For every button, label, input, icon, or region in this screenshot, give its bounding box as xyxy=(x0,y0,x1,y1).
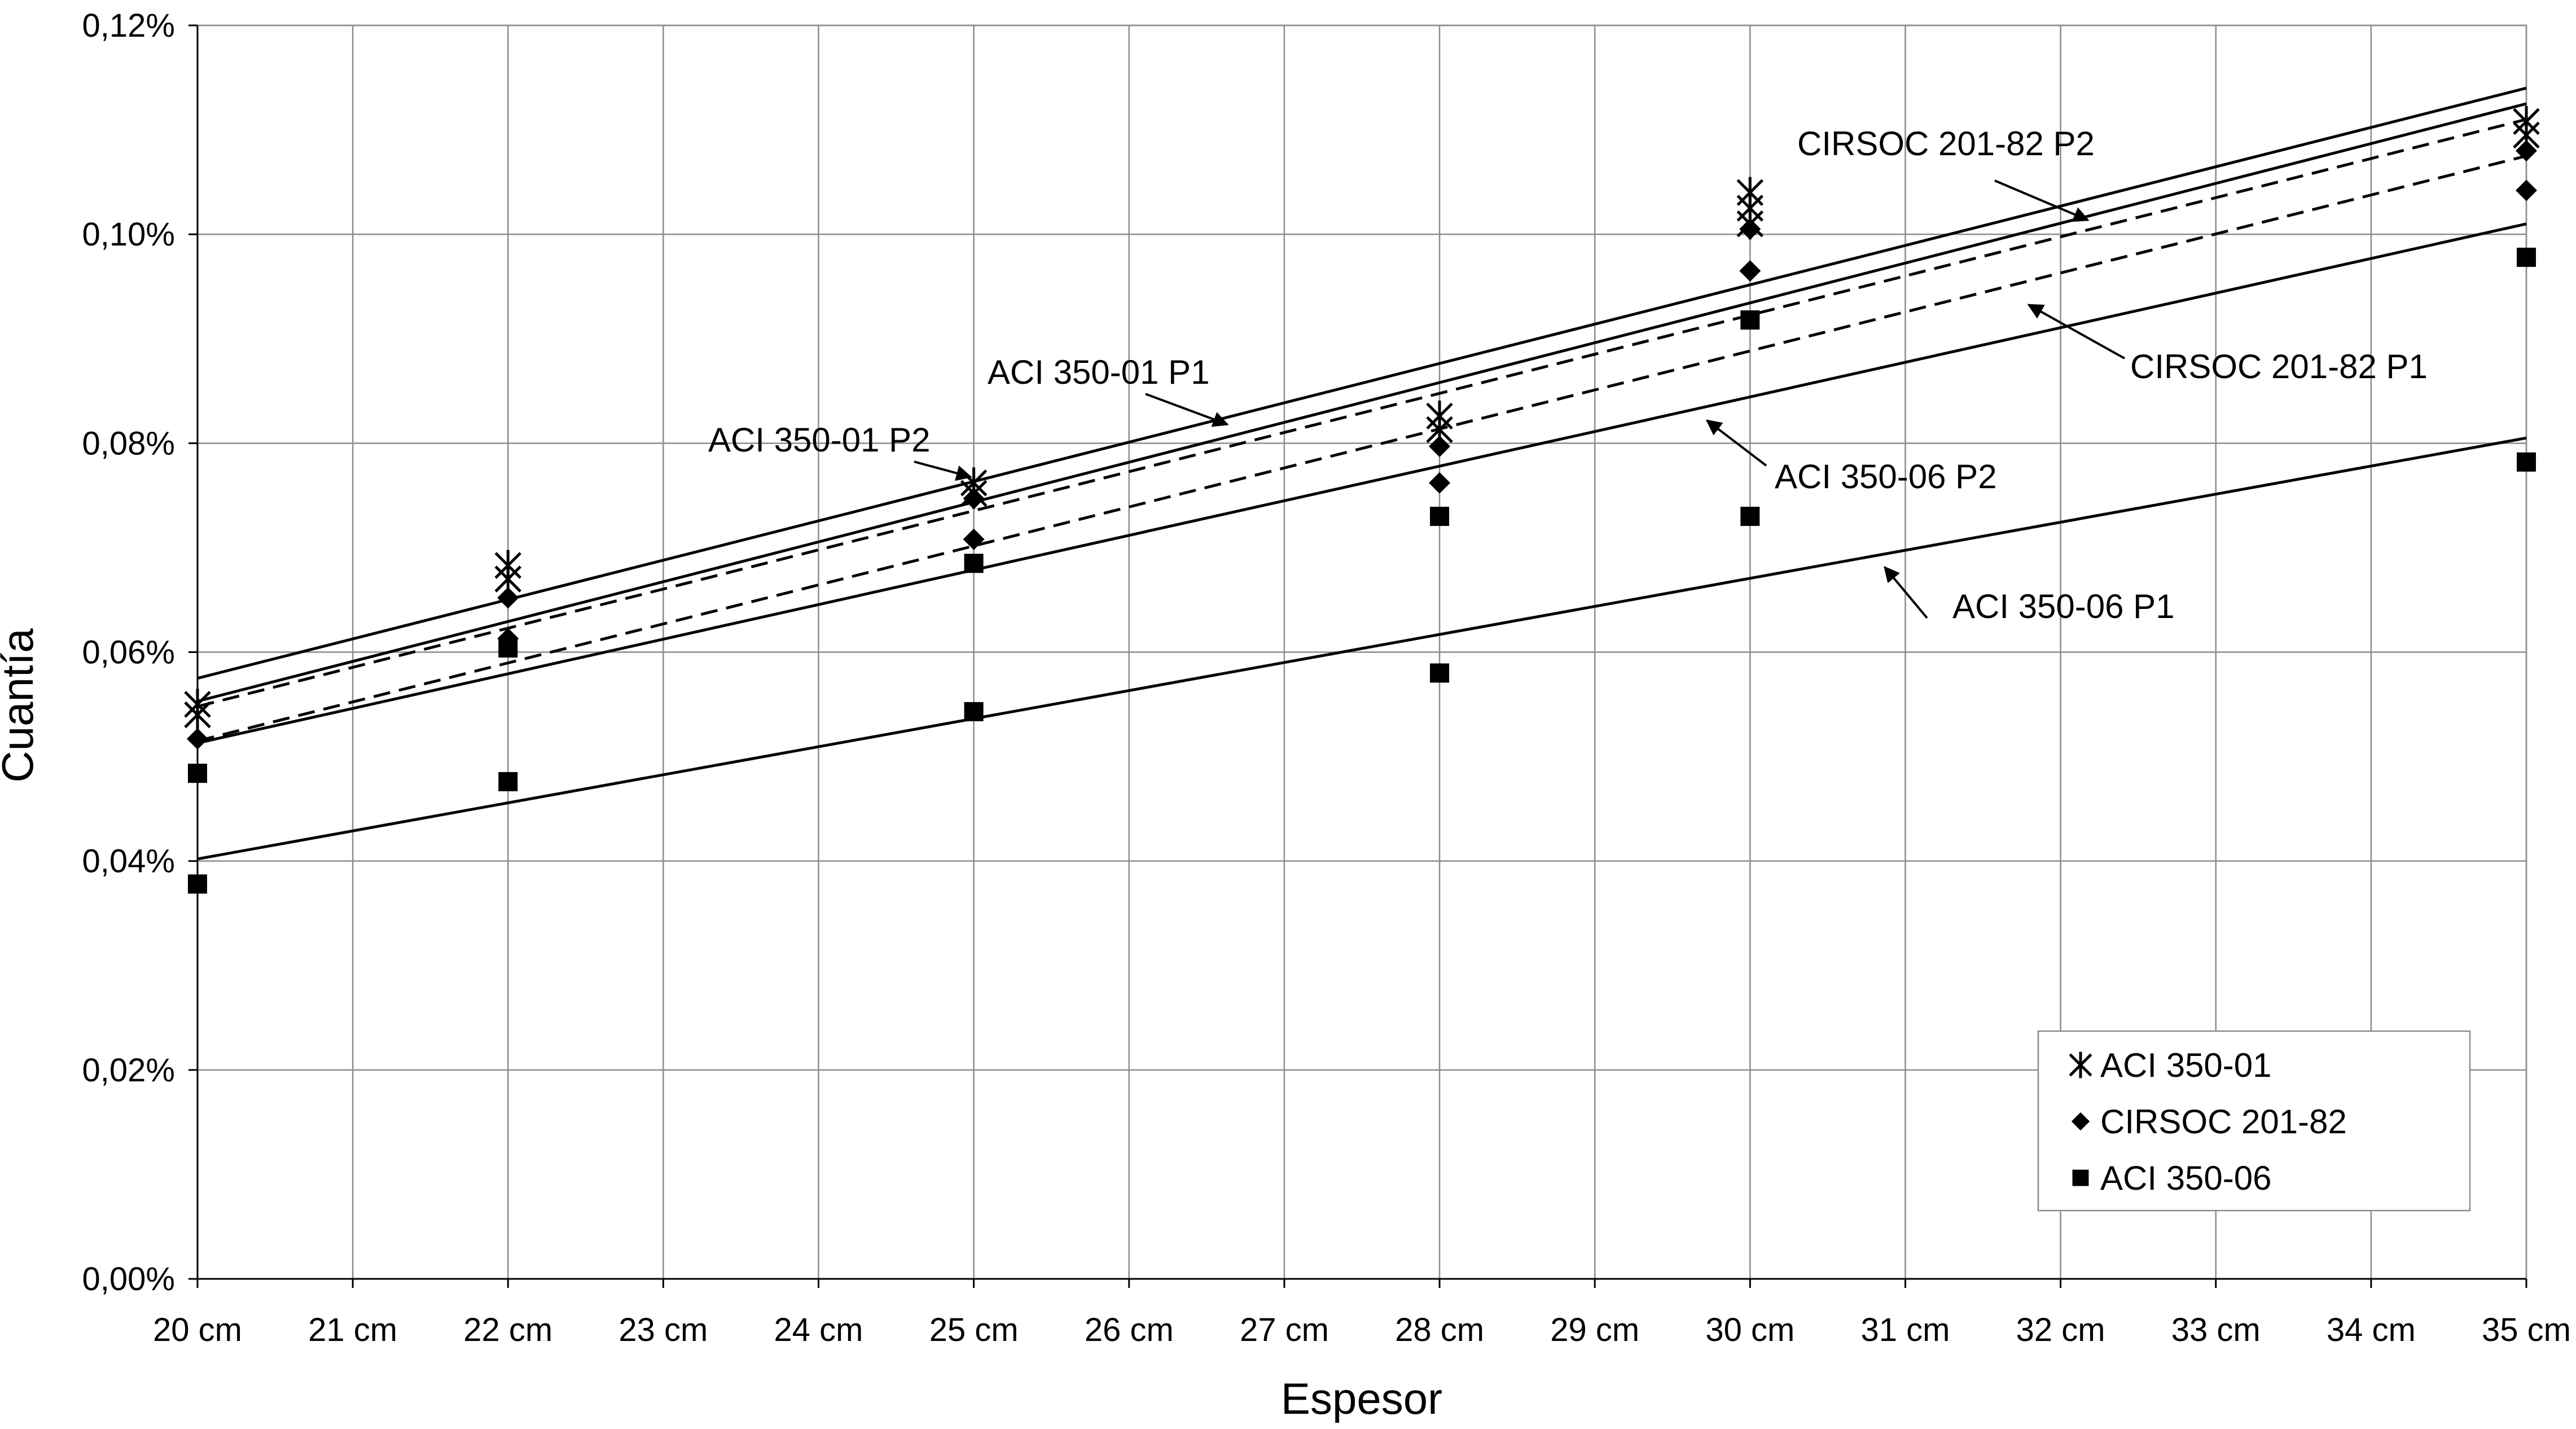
legend-marker xyxy=(2072,1169,2089,1186)
y-tick-label: 0,00% xyxy=(82,1261,175,1298)
x-tick-label: 22 cm xyxy=(463,1312,552,1348)
data-point xyxy=(1426,400,1453,432)
legend-marker xyxy=(2069,1051,2092,1079)
x-tick-label: 34 cm xyxy=(2327,1312,2416,1348)
annotations: ACI 350-01 P1 ACI 350-01 P2 CIRSOC 201-82 … xyxy=(708,125,2428,625)
data-point xyxy=(1740,506,1760,526)
annotation-arrow xyxy=(1705,419,1767,467)
data-point xyxy=(187,728,208,750)
x-tick-label: 29 cm xyxy=(1550,1312,1639,1348)
trend-line xyxy=(197,436,2527,861)
data-point xyxy=(963,488,985,510)
legend-marker xyxy=(2071,1112,2090,1131)
y-tick-label: 0,04% xyxy=(82,843,175,880)
data-point xyxy=(494,550,522,581)
x-tick-label: 23 cm xyxy=(618,1312,708,1348)
data-point xyxy=(963,528,985,550)
y-tick-label: 0,06% xyxy=(82,634,175,671)
y-tick-label: 0,02% xyxy=(82,1052,175,1089)
data-point xyxy=(1740,310,1760,330)
x-tick-label: 33 cm xyxy=(2171,1312,2261,1348)
data-point xyxy=(188,764,207,783)
data-point xyxy=(2516,140,2537,162)
annotation-label: ACI 350-01 P1 xyxy=(988,353,1210,391)
legend-box xyxy=(2037,1030,2471,1212)
data-point xyxy=(184,689,211,720)
y-tick-label: 0,12% xyxy=(82,7,175,44)
annotation-label: CIRSOC 201-82 P2 xyxy=(1797,125,2095,163)
annotation-label: ACI 350-06 P2 xyxy=(1775,458,1997,496)
data-points xyxy=(184,106,2540,894)
data-point xyxy=(1429,472,1451,494)
data-point xyxy=(188,874,207,894)
data-point xyxy=(964,702,984,721)
x-axis-title: Espesor xyxy=(1281,1374,1442,1423)
x-tick-label: 31 cm xyxy=(1860,1312,1950,1348)
data-point xyxy=(1739,260,1761,282)
x-tick-label: 26 cm xyxy=(1085,1312,1174,1348)
x-tick-label: 35 cm xyxy=(2482,1312,2571,1348)
trend-line xyxy=(197,102,2527,703)
legend-label: ACI 350-01 xyxy=(2100,1046,2272,1084)
annotation-label: ACI 350-01 P2 xyxy=(708,421,931,459)
x-tick-label: 27 cm xyxy=(1240,1312,1329,1348)
data-point xyxy=(1736,177,1764,208)
legend-label: CIRSOC 201-82 xyxy=(2100,1103,2347,1141)
y-axis-title: Cuantía xyxy=(0,628,42,783)
y-tick-label: 0,08% xyxy=(82,425,175,462)
data-point xyxy=(498,638,518,658)
trend-line xyxy=(197,118,2527,708)
data-point xyxy=(964,554,984,573)
axes: 20 cm 21 cm 22 cm 23 cm 24 cm 25 cm 26 cm 27 cm… xyxy=(82,7,2571,1348)
x-tick-label: 28 cm xyxy=(1395,1312,1484,1348)
data-point xyxy=(2517,452,2536,472)
annotation-arrow xyxy=(1884,566,1928,619)
data-point xyxy=(1430,506,1450,526)
annotation-label: ACI 350-06 P1 xyxy=(1952,588,2175,625)
legend-label: ACI 350-06 xyxy=(2100,1159,2272,1197)
x-tick-label: 20 cm xyxy=(153,1312,242,1348)
y-tick-label: 0,10% xyxy=(82,216,175,253)
x-tick-label: 32 cm xyxy=(2016,1312,2105,1348)
trend-lines xyxy=(197,86,2527,861)
data-point xyxy=(498,772,518,792)
x-tick-label: 25 cm xyxy=(929,1312,1019,1348)
data-point xyxy=(1430,663,1450,683)
data-point xyxy=(2516,179,2537,201)
legend: ACI 350-01 CIRSOC 201-82 ACI 350-06 xyxy=(2037,1030,2471,1212)
annotation-arrow xyxy=(1994,179,2090,222)
trend-line xyxy=(197,222,2527,744)
x-tick-label: 24 cm xyxy=(774,1312,863,1348)
data-point xyxy=(1429,435,1451,457)
data-point xyxy=(2517,247,2536,267)
annotation-arrow xyxy=(914,461,972,481)
data-point xyxy=(2513,106,2540,137)
data-point xyxy=(497,587,519,609)
annotation-label: CIRSOC 201-82 P1 xyxy=(2130,348,2428,385)
x-tick-label: 21 cm xyxy=(308,1312,397,1348)
trend-line xyxy=(197,86,2527,680)
data-point xyxy=(1739,218,1761,240)
annotation-arrow xyxy=(1145,393,1229,427)
annotation-arrow xyxy=(2027,304,2125,360)
x-tick-label: 30 cm xyxy=(1705,1312,1794,1348)
trend-line xyxy=(197,154,2527,743)
